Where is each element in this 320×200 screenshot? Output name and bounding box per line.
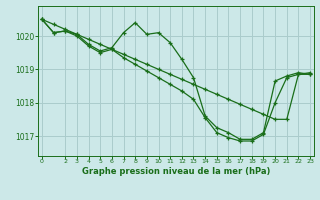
X-axis label: Graphe pression niveau de la mer (hPa): Graphe pression niveau de la mer (hPa)	[82, 167, 270, 176]
